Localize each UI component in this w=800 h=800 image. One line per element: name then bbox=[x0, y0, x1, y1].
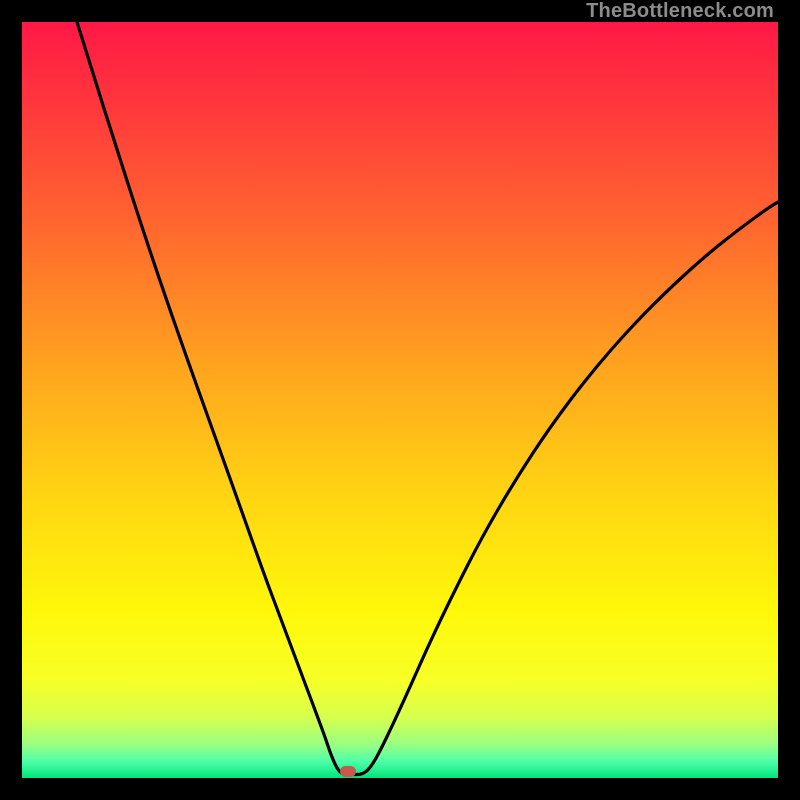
optimum-marker bbox=[340, 766, 356, 777]
chart-frame: TheBottleneck.com bbox=[0, 0, 800, 800]
plot-area bbox=[22, 22, 778, 778]
watermark-label: TheBottleneck.com bbox=[586, 0, 774, 23]
bottleneck-curve bbox=[22, 22, 778, 778]
